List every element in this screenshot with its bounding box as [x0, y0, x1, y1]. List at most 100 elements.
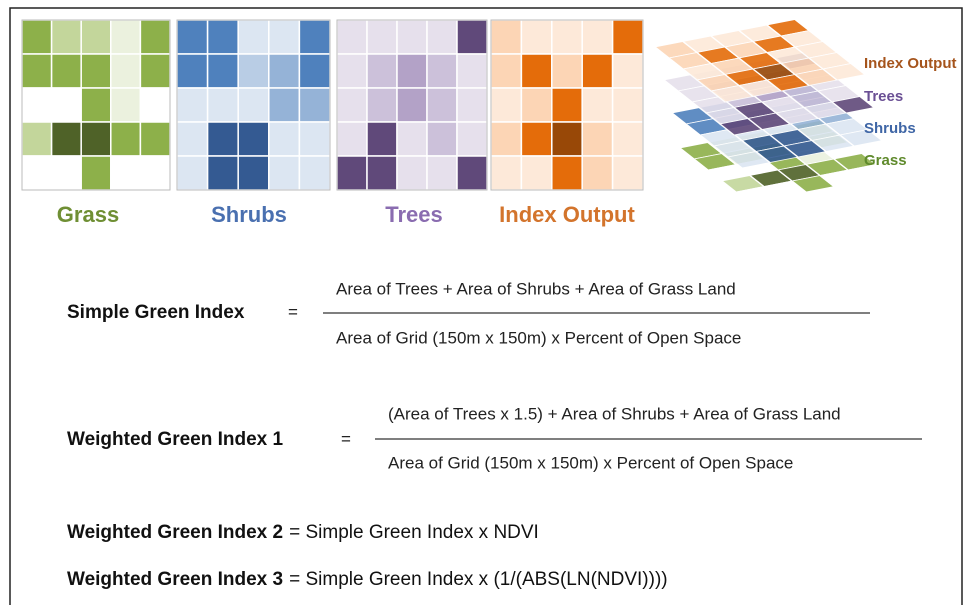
grid-cell: [50, 53, 82, 89]
grid-border: [336, 19, 488, 191]
grid-cell: [50, 155, 82, 191]
grid-cell: [206, 19, 239, 55]
grid-cell: [366, 155, 398, 191]
formula-name: Weighted Green Index 2: [67, 522, 283, 543]
grid-cell: [396, 53, 428, 89]
grid-cell: [611, 19, 644, 55]
grid-cell: [611, 155, 644, 191]
grid-cell: [611, 87, 644, 123]
grid-cell: [176, 53, 209, 89]
grid-cell: [456, 53, 488, 89]
grid-cell: [298, 87, 331, 123]
grid-cell: [336, 155, 368, 191]
grid-cell: [581, 19, 614, 55]
grid-cell: [176, 19, 209, 55]
grid-cell: [206, 87, 239, 123]
grid-cell: [456, 19, 488, 55]
equals: =: [288, 302, 298, 321]
grid-cell: [206, 121, 239, 157]
grid-cell: [426, 19, 458, 55]
grid-cell: [551, 155, 583, 191]
grid-cell: [110, 155, 142, 191]
grid-cell: [366, 121, 398, 157]
layer-label: Shrubs: [864, 120, 916, 137]
grid-cell: [366, 87, 398, 123]
grid-cell: [139, 87, 171, 123]
grid-cell: [21, 121, 53, 157]
grid-cell: [456, 155, 488, 191]
grid-cell: [551, 121, 583, 157]
grid-cell: [581, 53, 614, 89]
grid-cell: [490, 155, 523, 191]
grid-cell: [456, 121, 488, 157]
grid-cell: [139, 19, 171, 55]
grid-cell: [551, 53, 583, 89]
grid-cell: [298, 155, 331, 191]
grid-cell: [268, 155, 301, 191]
grid-cell: [21, 87, 53, 123]
grid-cell: [490, 87, 523, 123]
grid-cell: [110, 121, 142, 157]
grid-cell: [490, 53, 523, 89]
grid-cell: [21, 155, 53, 191]
grid-border: [21, 19, 171, 191]
grid-cell: [426, 53, 458, 89]
grid-cell: [396, 19, 428, 55]
grid-cell: [80, 155, 112, 191]
layer-label: Trees: [864, 88, 903, 105]
grid-label: Shrubs: [211, 202, 287, 227]
grid-cell: [396, 87, 428, 123]
layer-cell: [821, 63, 867, 81]
grid-cell: [268, 87, 301, 123]
formula: Weighted Green Index 2 = Simple Green Ind…: [67, 522, 539, 543]
grid-cell: [237, 121, 270, 157]
layers: [653, 19, 892, 204]
formula-expression: = Simple Green Index x (1/(ABS(LN(NDVI))…: [289, 569, 668, 590]
grid-cell: [366, 53, 398, 89]
grid-cell: [551, 87, 583, 123]
grid-cell: [268, 19, 301, 55]
grid-cell: [336, 53, 368, 89]
layer-cell: [846, 164, 892, 182]
grid-cell: [520, 121, 553, 157]
grid-cell: [237, 87, 270, 123]
grid-cell: [298, 19, 331, 55]
layer: [653, 19, 867, 103]
grid-cell: [110, 53, 142, 89]
grid-border: [490, 19, 644, 191]
grid-cell: [456, 87, 488, 123]
grid-cell: [110, 19, 142, 55]
grid-cell: [176, 87, 209, 123]
grid-cell: [611, 121, 644, 157]
grid-cell: [336, 87, 368, 123]
grid-cell: [396, 155, 428, 191]
grid-cell: [80, 53, 112, 89]
grid-cell: [581, 87, 614, 123]
grid-label: Grass: [57, 202, 119, 227]
numerator: Area of Trees + Area of Shrubs + Area of…: [336, 279, 736, 298]
grid-cell: [581, 155, 614, 191]
grid-cell: [237, 53, 270, 89]
grid-cell: [237, 19, 270, 55]
grid-cell: [176, 155, 209, 191]
grid-label: Index Output: [499, 202, 635, 227]
formula-name: Weighted Green Index 1: [67, 429, 284, 450]
grid-cell: [21, 19, 53, 55]
grid-label: Trees: [385, 202, 443, 227]
formula: Weighted Green Index 3 = Simple Green Ind…: [67, 569, 668, 590]
grid-cell: [490, 19, 523, 55]
formula-name: Weighted Green Index 3: [67, 569, 283, 590]
grid-cell: [50, 121, 82, 157]
grid-cell: [581, 121, 614, 157]
equals: =: [341, 429, 351, 448]
grid-cell: [426, 87, 458, 123]
grid-cell: [80, 121, 112, 157]
grid-cell: [237, 155, 270, 191]
grid-cell: [551, 19, 583, 55]
grid-cell: [611, 53, 644, 89]
grid-cell: [426, 155, 458, 191]
grid-cell: [206, 155, 239, 191]
grid-cell: [520, 155, 553, 191]
denominator: Area of Grid (150m x 150m) x Percent of …: [336, 328, 741, 347]
